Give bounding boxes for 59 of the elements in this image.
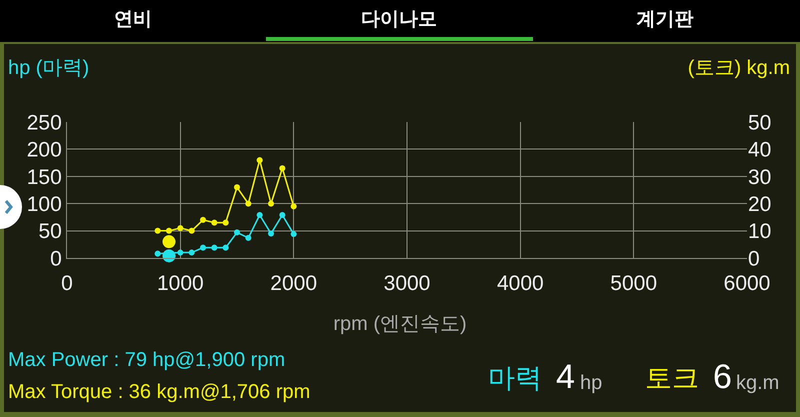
x-tick-label: 3000 xyxy=(384,272,430,296)
point xyxy=(162,249,176,262)
y2-axis-title: (토크) kg.m xyxy=(688,56,790,81)
point xyxy=(279,165,286,172)
text: Max Power : 79 hp@1,900 rpm xyxy=(8,349,286,372)
text: 마력 xyxy=(488,362,542,395)
y-tick-label: 50 xyxy=(38,220,62,244)
text: 연비 xyxy=(113,7,153,32)
y-axis-title: hp (마력) xyxy=(8,56,90,81)
text: 다이나모 xyxy=(360,7,438,32)
text: 4 xyxy=(556,358,575,397)
y-tick-label: 100 xyxy=(26,192,62,216)
point xyxy=(268,200,274,207)
point xyxy=(154,228,161,234)
point xyxy=(177,250,184,256)
text: hp xyxy=(580,372,602,395)
text: 계기판 xyxy=(636,7,694,32)
point xyxy=(200,244,206,251)
x-tick-label: 1000 xyxy=(156,272,204,296)
y2-tick-label: 0 xyxy=(748,247,760,270)
y2-tick-label: 20 xyxy=(748,192,772,216)
point xyxy=(279,212,286,218)
point xyxy=(245,234,252,241)
y2-tick-label: 50 xyxy=(748,111,772,134)
y-tick-label: 0 xyxy=(50,247,62,270)
point xyxy=(154,250,161,257)
point xyxy=(290,231,297,238)
point xyxy=(162,235,176,248)
y2-tick-label: 40 xyxy=(748,138,772,162)
point xyxy=(290,203,297,210)
y2-tick-label: 30 xyxy=(748,166,772,189)
x-tick-label: 6000 xyxy=(724,272,770,296)
point xyxy=(268,230,274,237)
x-tick-label: 4000 xyxy=(496,272,544,296)
point xyxy=(166,228,172,234)
text: 토크 xyxy=(645,362,699,395)
x-axis-title: rpm (엔진속도) xyxy=(332,312,468,337)
text: kg.m xyxy=(736,372,780,395)
text: Max Torque : 36 kg.m@1,706 rpm xyxy=(8,381,310,404)
y-tick-label: 250 xyxy=(26,111,62,134)
point xyxy=(234,229,240,236)
y2-tick-label: 10 xyxy=(748,220,772,244)
point xyxy=(177,225,184,232)
point xyxy=(200,216,206,223)
point xyxy=(211,244,218,251)
x-tick-label: 2000 xyxy=(270,272,318,296)
point xyxy=(222,244,229,251)
y-tick-label: 150 xyxy=(26,166,62,189)
point xyxy=(211,220,218,226)
point xyxy=(234,184,240,190)
x-tick-label: 5000 xyxy=(610,272,658,296)
point xyxy=(245,200,252,207)
y-tick-label: 200 xyxy=(26,138,62,162)
point xyxy=(188,250,195,256)
point xyxy=(222,220,229,226)
point xyxy=(188,228,195,234)
point xyxy=(256,157,263,164)
text: 6 xyxy=(713,358,732,397)
point xyxy=(256,212,263,218)
